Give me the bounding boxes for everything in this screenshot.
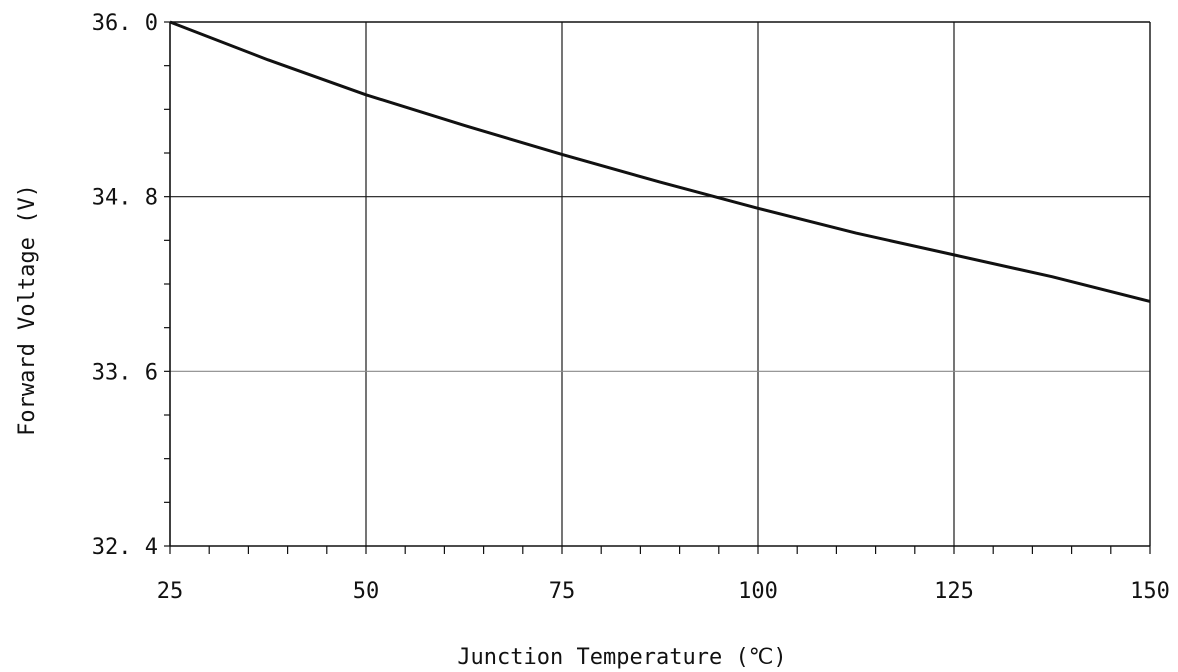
x-tick-label: 50 [353, 579, 380, 604]
x-axis-title: Junction Temperature (℃) [457, 645, 786, 670]
y-tick-label: 34. 8 [92, 186, 158, 211]
tick-labels: 25 50 75 100 125 150 32. 4 33. 6 34. 8 36. 0 [92, 11, 1170, 604]
minor-ticks [164, 21, 1151, 554]
x-tick-label: 150 [1130, 579, 1170, 604]
y-tick-label: 33. 6 [92, 360, 158, 385]
grid-lines [170, 22, 1150, 546]
x-tick-label: 125 [934, 579, 974, 604]
y-tick-label: 36. 0 [92, 11, 158, 36]
series-line-0 [169, 20, 1151, 303]
y-axis-title: Forward Voltage (V) [15, 184, 40, 436]
x-tick-label: 100 [738, 579, 778, 604]
series-layer [169, 20, 1151, 303]
y-tick-label: 32. 4 [92, 535, 158, 560]
x-tick-label: 25 [157, 579, 184, 604]
plot-frame [169, 21, 1151, 547]
x-tick-label: 75 [549, 579, 576, 604]
